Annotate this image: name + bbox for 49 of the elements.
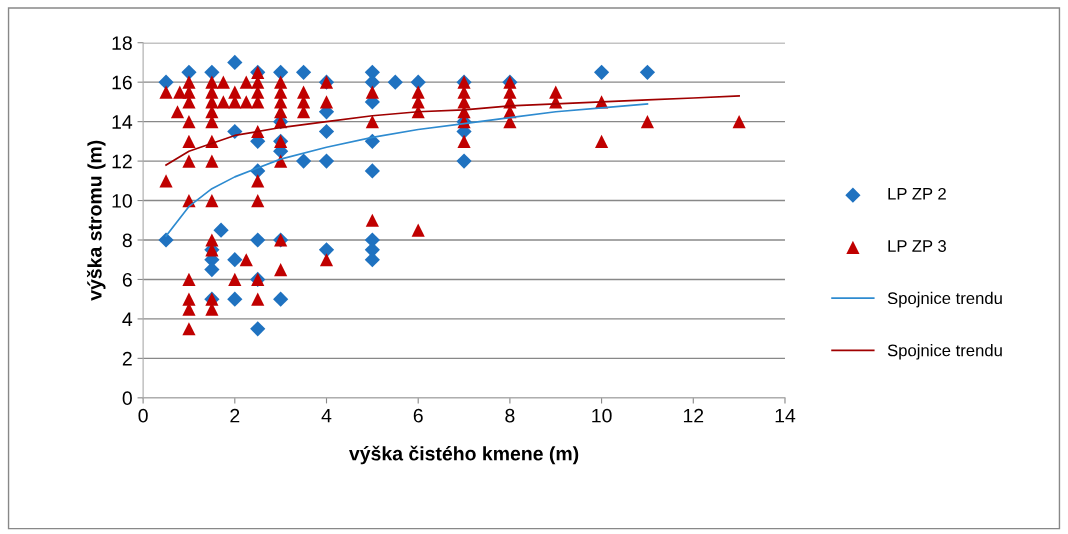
point xyxy=(181,64,197,80)
y-tick-label: 12 xyxy=(112,154,132,169)
y-tick-label: 6 xyxy=(122,272,132,287)
x-tick-label: 2 xyxy=(230,408,240,423)
point xyxy=(204,64,220,80)
point xyxy=(158,232,174,248)
point xyxy=(387,74,403,90)
point xyxy=(273,291,289,307)
y-tick-label: 4 xyxy=(122,312,133,326)
point xyxy=(295,64,312,80)
point xyxy=(273,64,289,80)
y-tick-label: 18 xyxy=(112,36,132,50)
legend-label: Spojnice trendu xyxy=(887,344,1002,360)
y-tick-label: 14 xyxy=(112,115,133,129)
x-axis-title: výška čistého kmene (m) xyxy=(349,445,579,465)
point xyxy=(213,222,229,238)
x-tick-label: 12 xyxy=(683,408,704,423)
point xyxy=(364,163,380,179)
point xyxy=(295,153,312,169)
x-tick-label: 14 xyxy=(775,408,796,423)
legend-label: Spojnice trendu xyxy=(887,291,1002,308)
x-tick-label: 10 xyxy=(592,408,612,423)
point xyxy=(227,291,243,307)
x-tick-label: 4 xyxy=(321,408,332,423)
point xyxy=(250,232,266,248)
legend-label: LP ZP 2 xyxy=(888,187,946,200)
x-tick-label: 0 xyxy=(138,408,148,423)
point xyxy=(227,54,243,71)
y-tick-label: 10 xyxy=(112,194,132,208)
point xyxy=(639,64,656,80)
y-tick-label: 8 xyxy=(122,233,132,248)
point xyxy=(364,252,380,268)
point xyxy=(318,242,335,258)
y-tick-label: 2 xyxy=(122,351,132,366)
point xyxy=(456,153,472,169)
y-axis-title: výška stromu (m) xyxy=(86,140,106,301)
x-tick-label: 6 xyxy=(413,408,423,423)
point xyxy=(227,252,243,268)
point xyxy=(410,74,426,90)
point xyxy=(318,153,335,169)
x-tick-label: 8 xyxy=(505,408,515,423)
legend-label: LP ZP 3 xyxy=(888,240,946,252)
y-tick-label: 0 xyxy=(122,391,132,406)
line-series xyxy=(165,95,740,166)
point xyxy=(158,74,174,90)
point xyxy=(250,321,266,337)
y-tick-label: 16 xyxy=(112,75,132,90)
point xyxy=(318,123,335,140)
point xyxy=(593,64,610,80)
